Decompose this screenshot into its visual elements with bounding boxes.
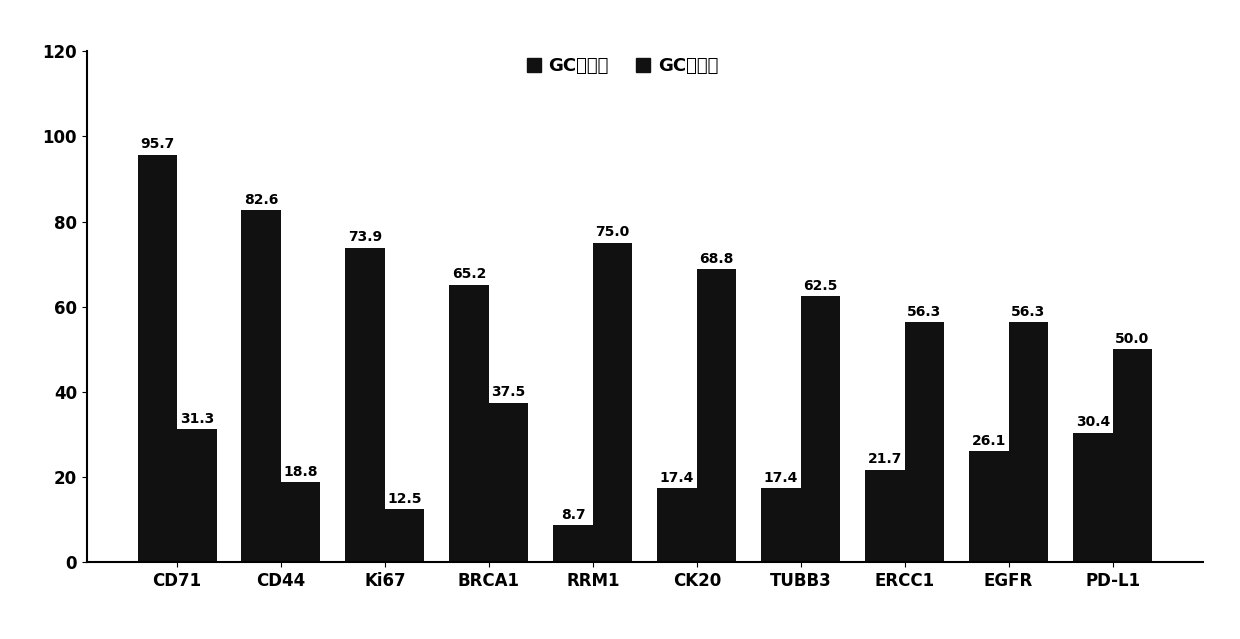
Bar <box>761 488 801 562</box>
Bar <box>346 247 384 562</box>
Text: 30.4: 30.4 <box>1075 415 1110 429</box>
Text: 37.5: 37.5 <box>491 385 526 399</box>
Text: 31.3: 31.3 <box>180 412 215 426</box>
Bar <box>384 509 424 562</box>
Text: 65.2: 65.2 <box>451 267 486 281</box>
Bar <box>489 403 528 562</box>
Bar <box>1008 323 1048 562</box>
Bar <box>905 323 944 562</box>
Text: 56.3: 56.3 <box>908 305 941 319</box>
Bar <box>449 284 489 562</box>
Text: 21.7: 21.7 <box>868 452 903 466</box>
Text: 95.7: 95.7 <box>140 137 175 151</box>
Text: 26.1: 26.1 <box>972 434 1006 448</box>
Text: 82.6: 82.6 <box>244 193 279 207</box>
Text: 17.4: 17.4 <box>660 471 694 485</box>
Bar <box>138 155 177 562</box>
Bar <box>553 525 593 562</box>
Text: 62.5: 62.5 <box>804 279 838 293</box>
Bar <box>657 488 697 562</box>
Text: 75.0: 75.0 <box>595 226 630 240</box>
Text: 50.0: 50.0 <box>1115 332 1149 346</box>
Bar <box>593 243 632 562</box>
Bar <box>801 296 841 562</box>
Bar <box>1073 433 1112 562</box>
Text: 17.4: 17.4 <box>764 471 799 485</box>
Text: 73.9: 73.9 <box>348 230 382 244</box>
Text: 56.3: 56.3 <box>1012 305 1045 319</box>
Bar <box>866 470 905 562</box>
Legend: GC抵抗组, GC缓解组: GC抵抗组, GC缓解组 <box>520 50 725 82</box>
Bar <box>242 210 281 562</box>
Bar <box>281 482 320 562</box>
Bar <box>177 429 217 562</box>
Text: 8.7: 8.7 <box>560 508 585 522</box>
Bar <box>970 451 1008 562</box>
Bar <box>1112 350 1152 562</box>
Bar <box>697 269 737 562</box>
Text: 18.8: 18.8 <box>284 465 317 479</box>
Text: 68.8: 68.8 <box>699 252 734 266</box>
Text: 12.5: 12.5 <box>387 491 422 505</box>
